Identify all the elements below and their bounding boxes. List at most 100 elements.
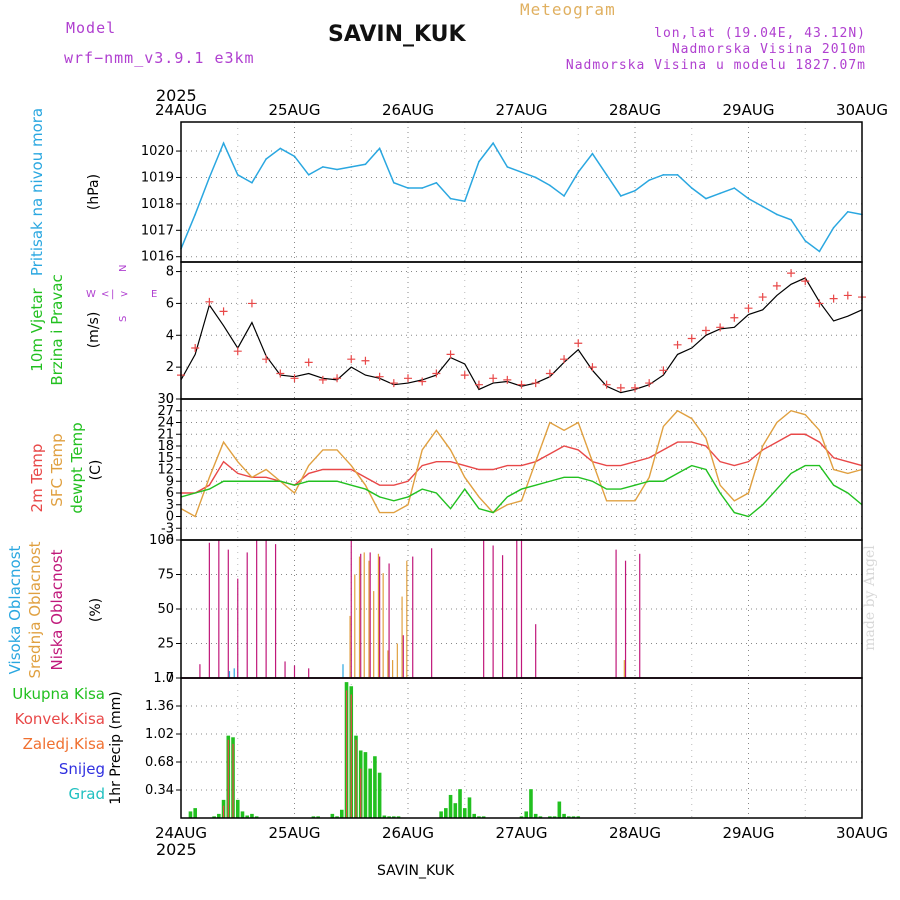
dewpoint-line — [180, 464, 863, 518]
conv-precip-bar — [350, 694, 352, 818]
elevation-label: Nadmorska Visina 2010m — [671, 42, 866, 57]
total-precip-bar — [444, 808, 448, 818]
model-label: Model — [66, 19, 117, 37]
y-tick-label: 1.36 — [145, 699, 174, 714]
total-precip-bar — [363, 752, 368, 818]
y-tick-label: 24 — [157, 416, 174, 431]
pressure-point — [804, 240, 807, 242]
y-tick-label: 0 — [166, 671, 174, 686]
total-precip-bar — [576, 816, 581, 818]
y-tick-label: 15 — [157, 451, 174, 466]
total-precip-bar — [377, 772, 382, 818]
station-title: SAVIN_KUK — [328, 22, 466, 47]
total-precip-bar — [392, 816, 396, 818]
wind-title-2: Brzina i Pravac — [48, 274, 66, 385]
wind-gust-marker — [758, 293, 767, 302]
pressure-point — [449, 197, 452, 200]
wind-gust-marker — [602, 380, 611, 389]
precip-title: 1hr Precip (mm) — [108, 691, 124, 804]
wind-gust-marker — [191, 344, 200, 353]
wind-key-lt: < — [101, 289, 109, 300]
pressure-point — [478, 160, 480, 163]
bottom-date-label: 25AUG — [269, 824, 321, 842]
wind-gust-marker — [503, 375, 512, 384]
wind-gust-marker — [262, 355, 271, 364]
wind-gust-marker — [489, 374, 498, 383]
y-tick-label: 8 — [166, 265, 174, 280]
bottom-date-label: 28AUG — [609, 824, 661, 842]
total-precip-bar — [477, 816, 481, 818]
conv-precip-bar — [355, 739, 357, 818]
total-precip-bar — [524, 811, 529, 818]
conv-precip-bar — [345, 690, 348, 818]
conv-precip-bar — [360, 768, 362, 818]
pressure-point — [591, 152, 594, 155]
coords-label: lon,lat (19.04E, 43.12N) — [654, 26, 866, 41]
pressure-point — [549, 184, 551, 187]
pressure-point — [648, 179, 650, 181]
total-precip-bar — [472, 813, 477, 818]
dewpt-legend: dewpt Temp — [68, 422, 86, 513]
pressure-point — [690, 187, 693, 189]
wind-key-w: W — [86, 289, 96, 300]
wind-gust-marker — [361, 356, 370, 365]
pressure-point — [620, 195, 622, 197]
total-precip-bar — [453, 803, 458, 818]
bottom-year-label: 2025 — [156, 840, 197, 859]
y-tick-label: 21 — [157, 427, 174, 442]
y-tick-label: 1019 — [141, 170, 174, 185]
precip-legend-3: Snijeg — [59, 760, 105, 778]
wind-gust-marker — [418, 377, 427, 386]
wind-key-s: S — [118, 316, 129, 322]
total-precip-bar — [566, 816, 571, 818]
wind-gust-marker — [347, 355, 356, 364]
bottom-date-label: 30AUG — [836, 824, 888, 842]
y-tick-label: 30 — [157, 392, 174, 407]
meteogram-label: Meteogram — [520, 0, 616, 19]
total-precip-bar — [533, 813, 538, 818]
pressure-point — [520, 171, 523, 173]
pressure-unit: (hPa) — [86, 174, 102, 210]
wind-gust-marker — [787, 269, 796, 278]
wind-key-bar: | — [111, 289, 114, 300]
top-date-label: 26AUG — [382, 101, 434, 119]
pressure-point — [378, 147, 381, 150]
wind-key-e: E — [151, 289, 157, 300]
pressure-point — [279, 147, 282, 150]
y-tick-label: 27 — [157, 404, 174, 419]
top-date-label: 28AUG — [609, 101, 661, 119]
y-tick-label: 1017 — [141, 223, 174, 238]
total-precip-bar — [552, 816, 557, 818]
wind-gust-marker — [404, 374, 412, 383]
pressure-point — [634, 189, 636, 192]
total-precip-bar — [240, 811, 245, 818]
y-tick-label: 50 — [157, 602, 174, 617]
wind-gust-marker — [333, 374, 342, 383]
total-precip-bar — [188, 811, 193, 818]
total-precip-bar — [529, 789, 533, 818]
pressure-point — [322, 166, 324, 168]
pressure-point — [208, 176, 211, 179]
y-tick-label: 1016 — [141, 250, 174, 265]
y-tick-label: -6 — [161, 533, 174, 548]
pressure-point — [350, 166, 353, 168]
y-tick-label: 1.7 — [153, 671, 174, 686]
total-precip-bar — [335, 816, 339, 818]
cloud-unit: (%) — [88, 598, 104, 622]
bottom-date-label: 24AUG — [155, 824, 207, 842]
model-elevation-label: Nadmorska Visina u modelu 1827.07m — [565, 58, 866, 73]
wind-key-gt: > — [120, 289, 128, 300]
y-tick-label: 1.02 — [145, 727, 174, 742]
conv-precip-bar — [222, 805, 225, 818]
pressure-point — [761, 205, 764, 208]
high-cloud-legend: Visoka Oblacnost — [6, 545, 24, 674]
wind-gust-marker — [474, 380, 483, 389]
pressure-point — [662, 174, 665, 176]
panel-frame — [180, 677, 863, 819]
pressure-point — [506, 166, 509, 168]
wind-gust-marker — [843, 291, 852, 300]
pressure-point — [790, 218, 792, 221]
